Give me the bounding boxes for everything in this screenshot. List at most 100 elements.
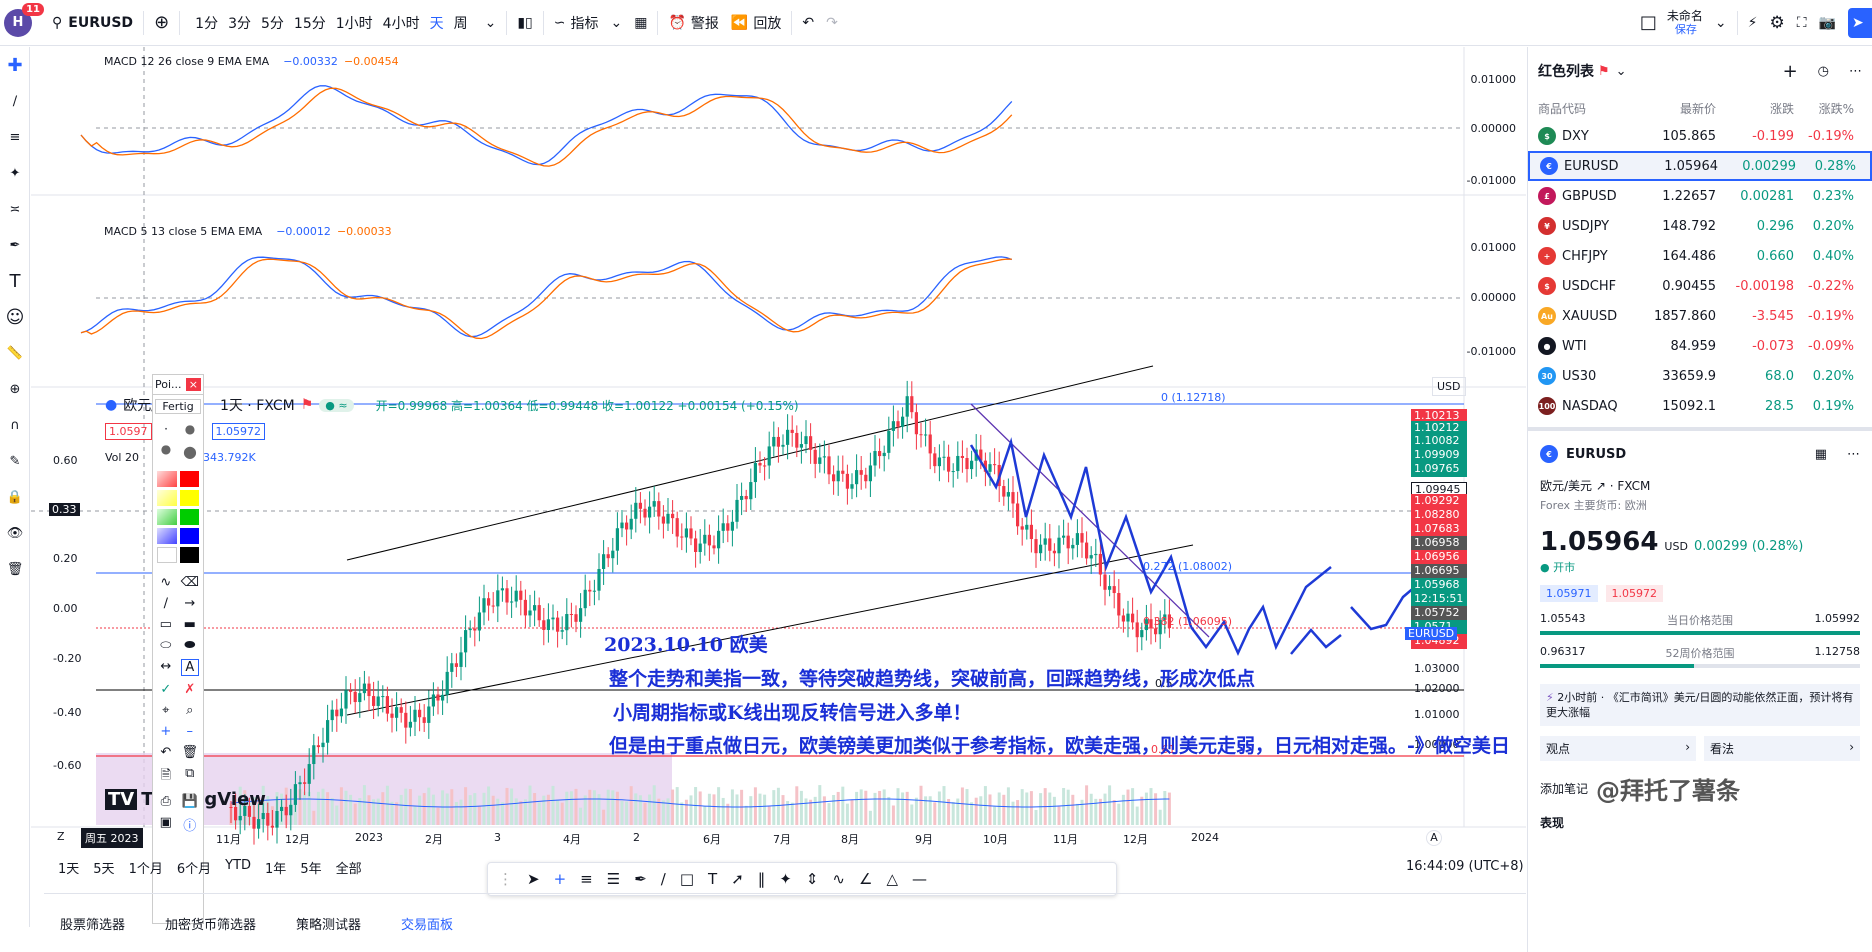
detail-bid[interactable]: 1.05971 (1540, 585, 1598, 602)
settings-button[interactable]: ⚙ (1764, 0, 1791, 46)
trendline-icon[interactable]: ∕ (660, 870, 666, 888)
watchlist-row[interactable]: 100 NASDAQ 15092.1 28.5 0.19% (1528, 391, 1872, 421)
add-symbol-button[interactable]: ⊕ (148, 0, 175, 46)
check-icon[interactable]: ✓ (160, 682, 172, 697)
text-tool[interactable]: T (0, 263, 30, 299)
bottom-tab[interactable]: 加密货币筛选器 (165, 917, 257, 933)
symbol-search[interactable]: ⚲ EURUSD (46, 0, 139, 46)
brush-tool[interactable]: ✒ (0, 227, 30, 263)
print-icon[interactable]: ⎙ (160, 794, 171, 809)
dot-xlarge-icon[interactable]: ● (183, 442, 197, 461)
opinions-button[interactable]: 看法 › (1704, 736, 1860, 761)
color-swatch[interactable] (157, 490, 177, 506)
crosshair-icon[interactable]: + (553, 870, 567, 888)
undo-button[interactable]: ↶ (796, 0, 820, 46)
interval-option[interactable]: 3分 (228, 15, 251, 32)
chart-area[interactable]: MACD 12 26 close 9 EMA EMA −0.00332 −0.004… (31, 47, 1526, 875)
watchlist-row[interactable]: $ DXY 105.865 -0.199 -0.19% (1528, 121, 1872, 151)
pattern-tool[interactable]: ✦ (0, 155, 30, 191)
color-swatch[interactable] (179, 490, 199, 506)
fullscreen-button[interactable]: ⛶ (1791, 0, 1813, 46)
rect-tool-icon[interactable]: ▭ (159, 617, 172, 632)
interval-option[interactable]: 周 (453, 15, 468, 32)
more-icon[interactable]: ⋯ (1849, 63, 1862, 79)
color-swatch[interactable] (179, 547, 199, 563)
col-last[interactable]: 最新价 (1679, 101, 1716, 116)
interval-option[interactable]: 1小时 (335, 15, 373, 32)
save-icon[interactable]: 💾 (181, 794, 198, 809)
watchlist-row[interactable]: 500US5004340.77.10.16% (1528, 421, 1872, 427)
crop-icon[interactable]: ⌖ (162, 703, 170, 718)
fib-tool[interactable]: ≍ (0, 191, 30, 227)
templates-button[interactable]: ▦ (628, 0, 653, 46)
done-button[interactable]: Fertig (155, 399, 201, 414)
minus-icon[interactable]: – (186, 724, 194, 739)
more-icon[interactable]: ⋯ (1847, 446, 1860, 462)
timeframe-option[interactable]: 1天 (58, 862, 80, 877)
dot-small-icon[interactable]: · (164, 422, 168, 436)
measure-icon[interactable]: ⇕ (805, 870, 819, 888)
watchlist-row[interactable]: Au XAUUSD 1857.860 -3.545 -0.19% (1528, 301, 1872, 331)
layout-button[interactable]: □ 未命名 保存 ⌄ (1634, 0, 1733, 46)
curve-tool-icon[interactable]: ∿ (160, 575, 172, 590)
replay-button[interactable]: ⏪ 回放 (725, 0, 787, 46)
col-chg[interactable]: 涨跌 (1769, 101, 1794, 116)
watchlist-row[interactable]: + CHFJPY 164.486 0.660 0.40% (1528, 241, 1872, 271)
interval-option[interactable]: 4小时 (382, 15, 420, 32)
zoom-icon[interactable]: ⌕ (186, 703, 194, 718)
drag-handle-icon[interactable]: ⋮ (498, 870, 513, 888)
page-icon[interactable]: 🗎 (160, 768, 172, 783)
visibility-tool[interactable]: 👁 (0, 515, 30, 551)
timeframe-option[interactable]: 1个月 (128, 862, 163, 877)
interval-option[interactable]: 1分 (195, 15, 219, 32)
trash-tool[interactable]: 🗑 (0, 551, 30, 587)
eraser-icon[interactable]: ⌫ (180, 575, 199, 590)
close-icon[interactable]: × (185, 378, 201, 391)
watchlist-row[interactable]: $ USDCHF 0.90455 -0.00198 -0.22% (1528, 271, 1872, 301)
undo-icon[interactable]: ↶ (160, 745, 172, 760)
col-symbol[interactable]: 商品代码 (1538, 101, 1587, 116)
screenshot-button[interactable]: 📷 (1813, 0, 1842, 46)
chart-compare-icon[interactable]: ◷ (1817, 63, 1829, 79)
timeframe-option[interactable]: 5年 (300, 862, 322, 877)
color-swatch[interactable] (179, 528, 199, 544)
dot-medium-icon[interactable]: ● (184, 422, 196, 436)
hlines-icon[interactable]: ≡ (580, 870, 593, 888)
crosshair-tool[interactable]: ✚ (0, 47, 30, 83)
interval-option[interactable]: 天 (429, 15, 444, 32)
grid-icon[interactable]: ▦ (1814, 446, 1827, 462)
currency-select[interactable]: USD (1432, 377, 1466, 396)
bottom-tab[interactable]: 股票筛选器 (60, 917, 126, 933)
color-swatch[interactable] (179, 471, 199, 487)
cursor-icon[interactable]: ➤ (527, 870, 540, 888)
watchlist-row[interactable]: ¥ USDJPY 148.792 0.296 0.20% (1528, 211, 1872, 241)
dot-large-icon[interactable]: ● (160, 442, 172, 456)
interval-dropdown[interactable]: ⌄ (479, 0, 503, 46)
auto-scale-button[interactable]: A (1426, 830, 1442, 846)
filled-ellipse-icon[interactable]: ⬬ (184, 638, 196, 653)
trash-icon[interactable]: 🗑 (181, 745, 199, 760)
emoji-tool[interactable]: ☺ (0, 299, 30, 335)
publish-button[interactable]: ➤ (1848, 7, 1872, 38)
indicators-button[interactable]: ∽ 指标 ⌄ (548, 0, 628, 46)
ask-price[interactable]: 1.05972 (211, 423, 265, 440)
status-pill[interactable]: ● ≈ (319, 398, 354, 412)
channel-icon[interactable]: ☰ (606, 870, 621, 888)
bid-price[interactable]: 1.0597 (105, 423, 152, 440)
color-swatch[interactable] (157, 528, 177, 544)
pattern-icon[interactable]: ✦ (779, 870, 792, 888)
text-tool-icon[interactable]: A (180, 659, 199, 676)
alerts-button[interactable]: ⏰ 警报 (662, 0, 724, 46)
col-chgp[interactable]: 涨跌% (1818, 101, 1854, 116)
timeframe-option[interactable]: 全部 (335, 862, 362, 877)
gann-icon[interactable]: △ (886, 870, 898, 888)
angle-icon[interactable]: ∠ (859, 870, 873, 888)
filled-rect-icon[interactable]: ▬ (183, 617, 196, 632)
interval-option[interactable]: 5分 (261, 15, 284, 32)
timeframe-option[interactable]: YTD (225, 858, 252, 873)
parallel-icon[interactable]: ‖ (757, 870, 766, 888)
color-swatch[interactable] (179, 509, 199, 525)
bottom-tab[interactable]: 策略测试器 (296, 917, 362, 933)
brush-icon[interactable]: ✒ (634, 870, 647, 888)
arrow-tool-icon[interactable]: → (184, 596, 196, 611)
